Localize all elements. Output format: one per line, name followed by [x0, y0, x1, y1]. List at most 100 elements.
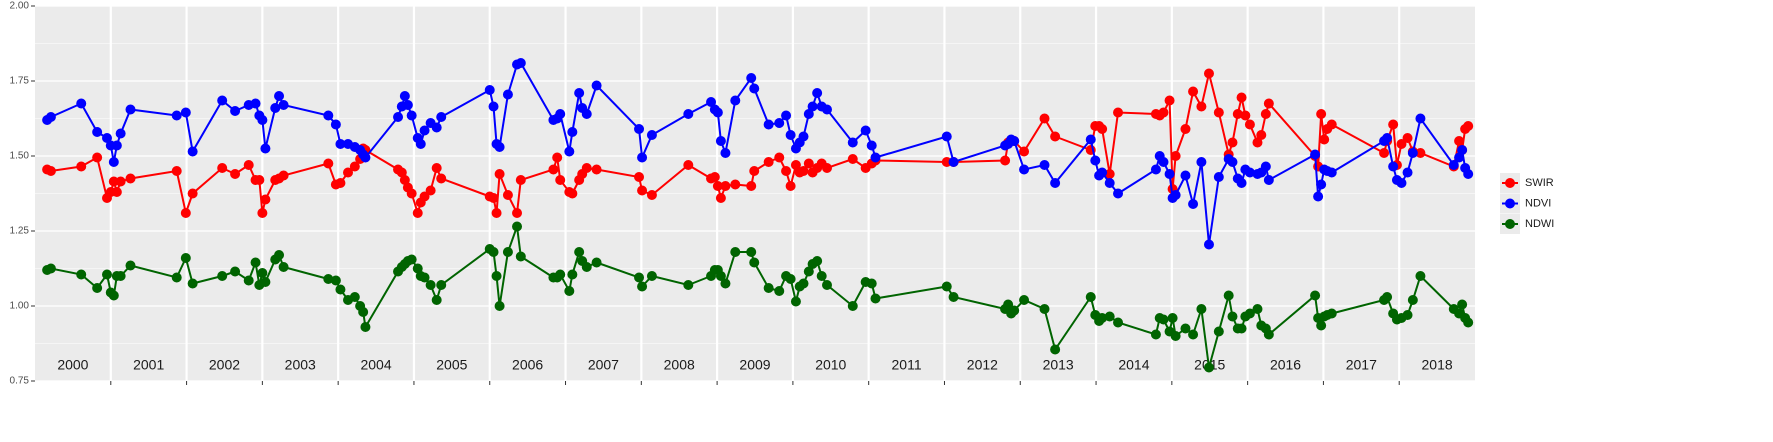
- data-point: [217, 95, 228, 106]
- data-point: [335, 139, 346, 149]
- data-point: [866, 278, 877, 289]
- data-point: [1319, 134, 1330, 145]
- data-point: [125, 260, 136, 271]
- data-point: [45, 166, 56, 176]
- data-point: [108, 157, 119, 167]
- data-point: [746, 247, 757, 257]
- data-point: [491, 271, 502, 281]
- data-point: [706, 97, 717, 107]
- data-point: [1313, 191, 1324, 202]
- data-point: [171, 110, 182, 121]
- data-point: [1203, 68, 1214, 79]
- data-point: [1260, 161, 1271, 172]
- data-point: [1227, 311, 1238, 322]
- data-point: [343, 167, 354, 178]
- data-point: [1244, 308, 1255, 319]
- data-point: [115, 176, 126, 187]
- year-label: 2007: [588, 357, 619, 373]
- data-point: [1454, 136, 1465, 146]
- data-point: [1256, 130, 1267, 140]
- year-label: 2011: [892, 357, 922, 373]
- data-point: [1188, 329, 1199, 340]
- data-point: [260, 194, 271, 205]
- data-point: [393, 112, 404, 122]
- data-point: [1170, 331, 1181, 341]
- data-point: [941, 131, 952, 142]
- data-point: [412, 263, 423, 274]
- data-point: [798, 278, 809, 289]
- data-point: [436, 112, 447, 122]
- data-point: [323, 110, 334, 121]
- data-point: [581, 163, 592, 173]
- data-point: [260, 277, 271, 287]
- year-label: 2006: [512, 357, 543, 373]
- data-point: [564, 146, 575, 157]
- data-point: [1158, 107, 1169, 118]
- data-point: [1097, 313, 1108, 323]
- data-point: [1213, 326, 1224, 337]
- data-point: [948, 157, 959, 167]
- data-point: [715, 136, 726, 146]
- y-tick-label: 0.75: [10, 376, 30, 387]
- data-point: [774, 286, 785, 296]
- data-point: [1104, 178, 1115, 188]
- data-point: [1415, 148, 1426, 158]
- data-point: [1316, 179, 1327, 190]
- data-point: [187, 278, 198, 289]
- data-point: [335, 284, 346, 295]
- data-point: [243, 275, 254, 286]
- data-point: [1097, 124, 1108, 134]
- data-point: [108, 290, 119, 301]
- data-point: [712, 107, 723, 118]
- data-point: [243, 160, 254, 170]
- data-point: [1085, 292, 1096, 302]
- grid: 0.75 1.00 1.25 1.50 1.75 2.00 2000 2001 2002 2003…: [10, 1, 1475, 387]
- data-point: [763, 157, 774, 167]
- data-point: [1039, 113, 1050, 124]
- year-label: 2004: [360, 357, 391, 373]
- data-point: [552, 152, 563, 163]
- data-point: [76, 269, 87, 280]
- data-point: [250, 257, 261, 268]
- data-point: [763, 119, 774, 130]
- data-point: [683, 160, 694, 170]
- data-point: [1085, 134, 1096, 145]
- data-point: [1203, 239, 1214, 250]
- data-point: [1463, 317, 1474, 328]
- data-point: [431, 122, 442, 133]
- data-point: [330, 275, 341, 286]
- data-point: [431, 295, 442, 305]
- data-point: [637, 281, 648, 292]
- data-point: [803, 109, 814, 119]
- data-point: [1203, 362, 1214, 373]
- data-point: [230, 266, 241, 277]
- data-point: [948, 292, 959, 302]
- data-point: [187, 146, 198, 157]
- data-point: [102, 269, 112, 280]
- year-label: 2009: [739, 357, 770, 373]
- data-point: [217, 271, 228, 281]
- data-point: [125, 104, 136, 115]
- data-point: [812, 88, 823, 98]
- data-point: [555, 109, 566, 119]
- data-point: [1448, 160, 1459, 170]
- data-point: [591, 164, 602, 175]
- data-point: [412, 208, 423, 218]
- data-point: [1244, 119, 1255, 130]
- legend: SWIR NDVI NDWI: [1500, 173, 1554, 234]
- data-point: [1227, 157, 1238, 167]
- data-point: [870, 152, 881, 163]
- data-point: [860, 125, 871, 136]
- data-point: [712, 181, 723, 191]
- data-point: [187, 188, 198, 199]
- data-point: [1019, 146, 1030, 157]
- y-tick-label: 1.75: [10, 76, 30, 87]
- data-point: [715, 271, 726, 281]
- legend-label: SWIR: [1525, 177, 1554, 189]
- data-point: [111, 140, 122, 151]
- data-point: [406, 188, 417, 199]
- data-point: [637, 152, 648, 163]
- data-point: [1164, 95, 1175, 106]
- data-point: [720, 148, 731, 158]
- data-point: [1097, 167, 1108, 178]
